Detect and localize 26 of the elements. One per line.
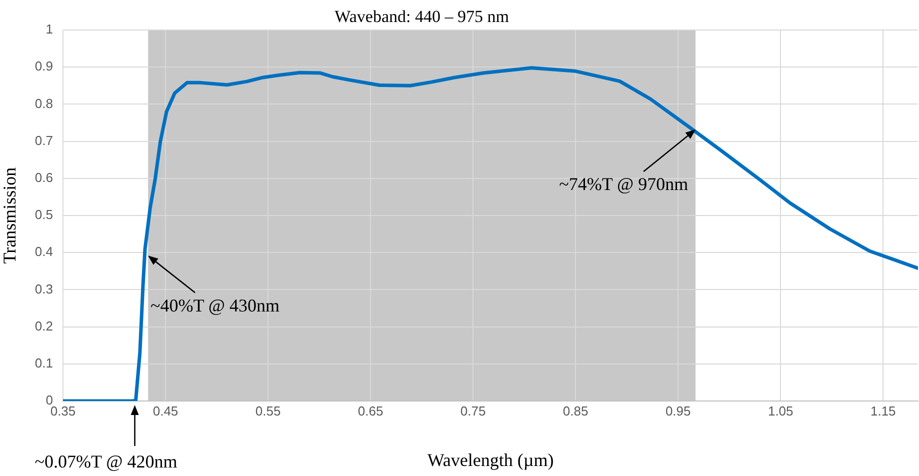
y-tick-label: 0.9 — [34, 58, 53, 74]
band-label: Waveband: 440 – 975 nm — [334, 6, 509, 26]
x-tick-label: 0.65 — [358, 403, 384, 418]
y-tick-label: 0.8 — [34, 96, 53, 111]
y-tick-label: 0.1 — [34, 355, 53, 370]
y-tick-label: 0.7 — [34, 132, 53, 148]
annotation: ~40%T @ 430nm — [150, 295, 280, 316]
y-tick-label: 0.6 — [34, 170, 53, 185]
x-tick-label: 0.35 — [50, 403, 76, 418]
y-tick-label: 0.2 — [34, 318, 53, 334]
x-axis-title: Wavelength (µm) — [427, 450, 554, 470]
x-tick-label: 0.95 — [665, 403, 691, 418]
y-tick-label: 0 — [46, 392, 53, 408]
annotation: ~74%T @ 970nm — [559, 174, 688, 194]
y-axis-title: Transmission — [0, 167, 20, 264]
x-tick-label: 0.55 — [255, 403, 281, 418]
x-tick-label: 1.05 — [768, 403, 794, 418]
x-tick-label: 0.85 — [562, 403, 588, 418]
annotation: ~0.07%T @ 420nm — [34, 452, 178, 472]
y-tick-label: 0.5 — [34, 207, 53, 222]
y-tick-label: 0.3 — [34, 281, 53, 296]
y-tick-label: 0.4 — [34, 244, 53, 260]
y-tick-label: 1 — [46, 22, 53, 37]
x-tick-label: 1.15 — [870, 403, 896, 418]
x-tick-label: 0.45 — [152, 403, 178, 418]
x-tick-label: 0.75 — [460, 403, 486, 418]
